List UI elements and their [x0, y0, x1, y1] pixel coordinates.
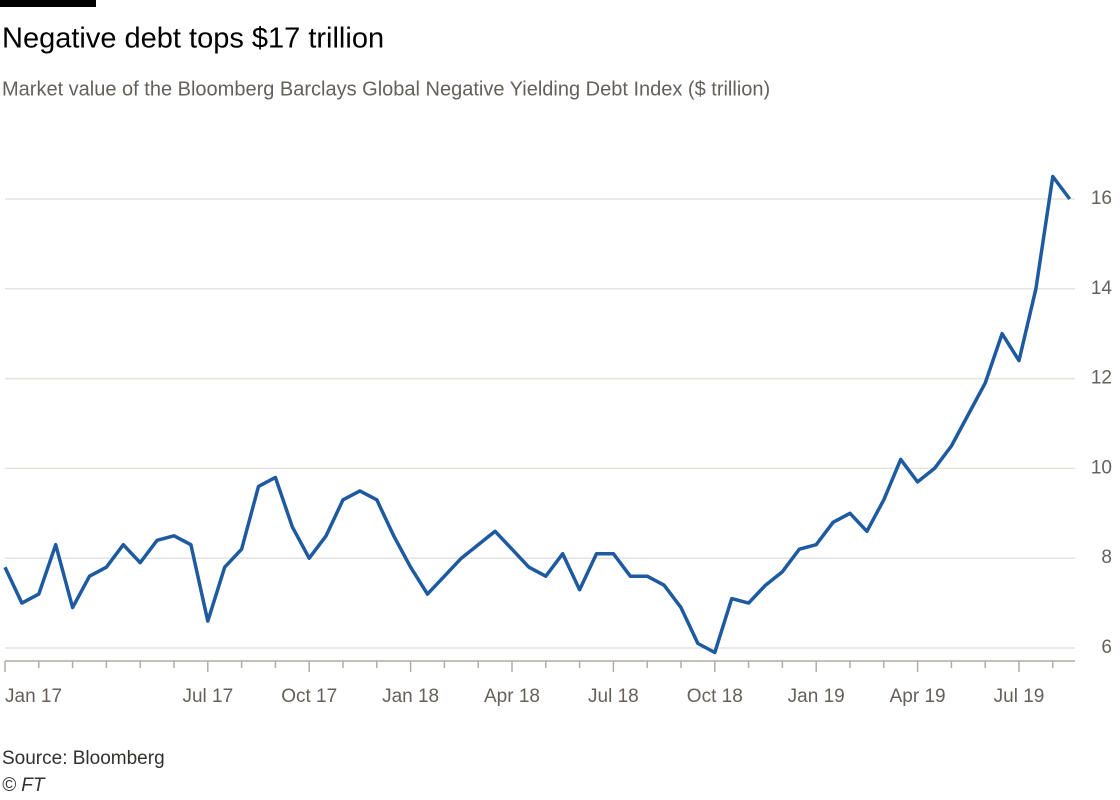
x-tick-label: Oct 18 — [687, 686, 743, 707]
y-tick-label: 6 — [1101, 637, 1112, 658]
y-tick-label: 10 — [1091, 457, 1112, 478]
x-tick-label: Apr 18 — [484, 686, 540, 707]
x-tick-label: Jan 19 — [788, 686, 845, 707]
source: Source: Bloomberg — [2, 748, 165, 769]
x-tick-label: Jan 17 — [5, 686, 62, 707]
y-tick-label: 16 — [1091, 188, 1112, 209]
x-tick-label: Jul 18 — [588, 686, 639, 707]
y-tick-label: 14 — [1091, 278, 1113, 299]
x-tick-label: Apr 19 — [890, 686, 946, 707]
credit: © FT — [2, 775, 46, 796]
brand-bar — [0, 0, 96, 7]
x-tick-label: Oct 17 — [281, 686, 337, 707]
y-tick-label: 8 — [1101, 547, 1112, 568]
chart-subtitle: Market value of the Bloomberg Barclays G… — [2, 78, 770, 100]
y-tick-label: 12 — [1091, 368, 1112, 389]
x-tick-label: Jul 17 — [182, 686, 233, 707]
x-tick-label: Jan 18 — [382, 686, 439, 707]
chart-title: Negative debt tops $17 trillion — [2, 23, 384, 55]
x-tick-label: Jul 19 — [994, 686, 1045, 707]
data-line — [3, 174, 1072, 655]
